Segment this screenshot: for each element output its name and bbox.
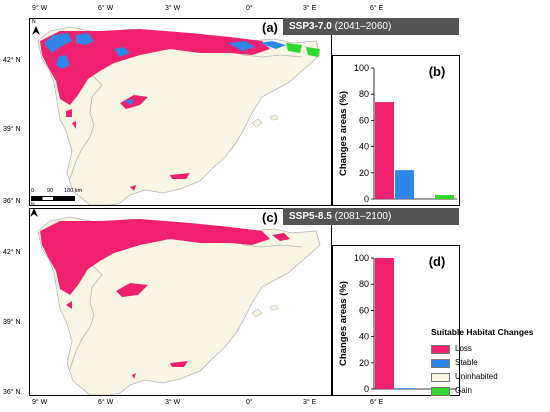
scalebar-tick: 180 km [64, 188, 83, 194]
loss-patch [120, 95, 148, 109]
loss-patch [170, 361, 188, 367]
north-arrow-icon [30, 208, 38, 217]
y-axis-label: Changes areas (%) [338, 91, 349, 176]
y-axis-label: Changes areas (%) [338, 281, 349, 366]
lat-tick: 42° N [3, 249, 21, 256]
panel-label: (a) [262, 20, 278, 35]
y-tick-label: 60 [359, 115, 369, 125]
north-label: N [32, 19, 36, 25]
loss-patch [66, 109, 72, 117]
gain-patch [286, 43, 302, 53]
stable-patch [56, 55, 70, 69]
stable-patch [124, 99, 134, 105]
scenario-bar-a: SSP3-7.0 (2041–2060) [283, 18, 459, 35]
stable-patch [44, 33, 72, 53]
y-tick-label: 20 [359, 168, 369, 178]
legend-label: Uninhabited [455, 372, 498, 381]
bar-stable [395, 388, 414, 389]
lon-tick: 6° E [370, 399, 384, 406]
y-tick-label: 40 [359, 142, 369, 152]
lon-tick: 3° E [303, 399, 317, 406]
stable-patch [76, 33, 94, 45]
loss-patch [40, 219, 270, 295]
map-svg-a [30, 19, 331, 205]
y-tick-label: 80 [359, 89, 369, 99]
lat-tick: 36° N [3, 389, 21, 396]
y-tick-label: 100 [354, 63, 369, 73]
y-tick-label: 100 [354, 253, 369, 263]
legend-label: Loss [455, 344, 472, 353]
legend-label: Stable [455, 358, 478, 367]
lon-tick: 3° E [303, 5, 317, 12]
stable-patch [228, 41, 255, 51]
bar-chart-b: 100 80 60 40 20 0 Changes areas (%) (b) [338, 63, 457, 204]
lon-tick: 0° [246, 399, 253, 406]
legend: Suitable Habitat Changes Loss Stable Uni… [431, 327, 550, 396]
lon-tick: 6° W [98, 5, 114, 12]
lon-tick: 9° W [32, 5, 48, 12]
legend-title: Suitable Habitat Changes [431, 327, 534, 337]
map-panel-c: (c) [29, 208, 332, 396]
panel-label: (d) [429, 254, 446, 269]
stable-patch [260, 41, 286, 49]
y-tick-label: 0 [364, 384, 369, 394]
loss-patch [72, 121, 76, 129]
lon-tick: 6° W [98, 399, 114, 406]
loss-patch [130, 185, 136, 191]
bar-gain [435, 195, 454, 199]
legend-swatch [431, 359, 450, 368]
loss-patch [116, 283, 148, 297]
bar-stable [395, 170, 414, 199]
lat-tick: 36° N [3, 198, 21, 205]
scenario-name: SSP3-7.0 [289, 21, 332, 32]
lat-tick: 39° N [3, 126, 21, 133]
gain-patch [306, 47, 320, 57]
map-svg-c [30, 209, 331, 395]
y-tick-label: 0 [364, 194, 369, 204]
balearic-islands [251, 114, 279, 128]
bar-loss [375, 258, 394, 389]
panel-label: (b) [429, 64, 446, 79]
bar-chart-d: 100 80 60 40 20 0 Changes areas (%) (d) [338, 253, 457, 394]
inset-chart-d: 100 80 60 40 20 0 Changes areas (%) (d) [332, 245, 460, 396]
scalebar-bar [31, 196, 75, 201]
inset-chart-b: 100 80 60 40 20 0 Changes areas (%) (b) [332, 55, 460, 206]
y-tick-label: 20 [359, 358, 369, 368]
legend-swatch [431, 373, 450, 382]
north-arrow-icon [32, 26, 40, 35]
scenario-period: (2041–2060) [334, 21, 392, 32]
y-tick-label: 60 [359, 305, 369, 315]
legend-swatch [431, 345, 450, 354]
lon-tick: 6° E [370, 5, 384, 12]
north-label: N [31, 202, 35, 208]
lon-tick: 3° W [165, 399, 181, 406]
balearic-islands [251, 304, 279, 318]
bar-loss [375, 102, 394, 199]
legend-label: Gain [455, 386, 472, 395]
loss-patch [132, 373, 136, 379]
lon-tick: 9° W [32, 399, 48, 406]
loss-patch [40, 29, 270, 105]
lon-tick: 0° [246, 5, 253, 12]
scalebar-tick: 90 [47, 188, 54, 194]
legend-swatch [431, 387, 450, 396]
scenario-name: SSP5-8.5 [289, 211, 332, 222]
map-panel-a: (a) N [29, 18, 332, 206]
scenario-bar-c: SSP5-8.5 (2081–2100) [283, 208, 459, 225]
scalebar-tick: 0 [31, 188, 35, 194]
loss-patch [170, 173, 190, 179]
lat-tick: 42° N [3, 57, 21, 64]
stable-patch [114, 47, 130, 57]
lon-tick: 3° W [165, 5, 181, 12]
panel-label: (c) [262, 210, 278, 225]
scenario-period: (2081–2100) [334, 211, 392, 222]
loss-patch [66, 301, 72, 309]
loss-patch [272, 233, 290, 241]
y-tick-label: 80 [359, 279, 369, 289]
lat-tick: 39° N [3, 319, 21, 326]
y-tick-label: 40 [359, 332, 369, 342]
